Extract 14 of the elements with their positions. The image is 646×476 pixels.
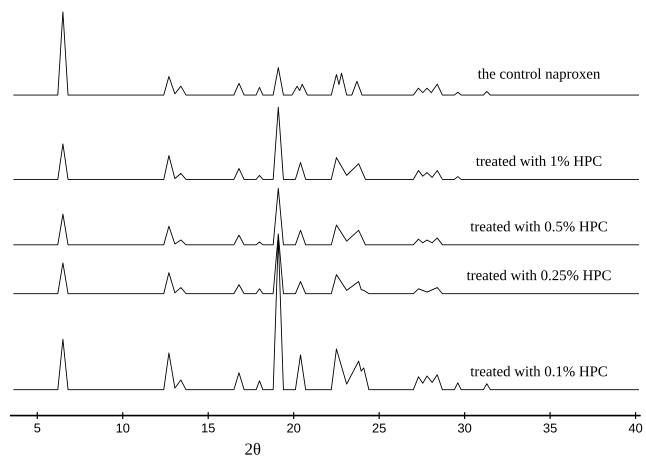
x-tick-label: 35 — [543, 423, 557, 433]
x-tick-label: 30 — [458, 423, 472, 433]
x-tick-label: 25 — [372, 423, 386, 433]
x-axis-title: 2θ — [245, 442, 260, 455]
x-tick-label: 5 — [34, 423, 40, 432]
x-tick-label: 10 — [116, 423, 130, 433]
series-label: treated with 0.25% HPC — [466, 270, 611, 280]
series-label: treated with 0.5% HPC — [470, 221, 607, 232]
x-tick-label: 20 — [287, 423, 300, 433]
series-label: the control naproxen — [478, 68, 600, 82]
x-tick-label: 40 — [628, 423, 642, 433]
x-tick-label: 15 — [202, 423, 215, 432]
series-label: treated with 1% HPC — [476, 156, 602, 166]
series-label: treated with 0.1% HPC — [470, 366, 607, 376]
